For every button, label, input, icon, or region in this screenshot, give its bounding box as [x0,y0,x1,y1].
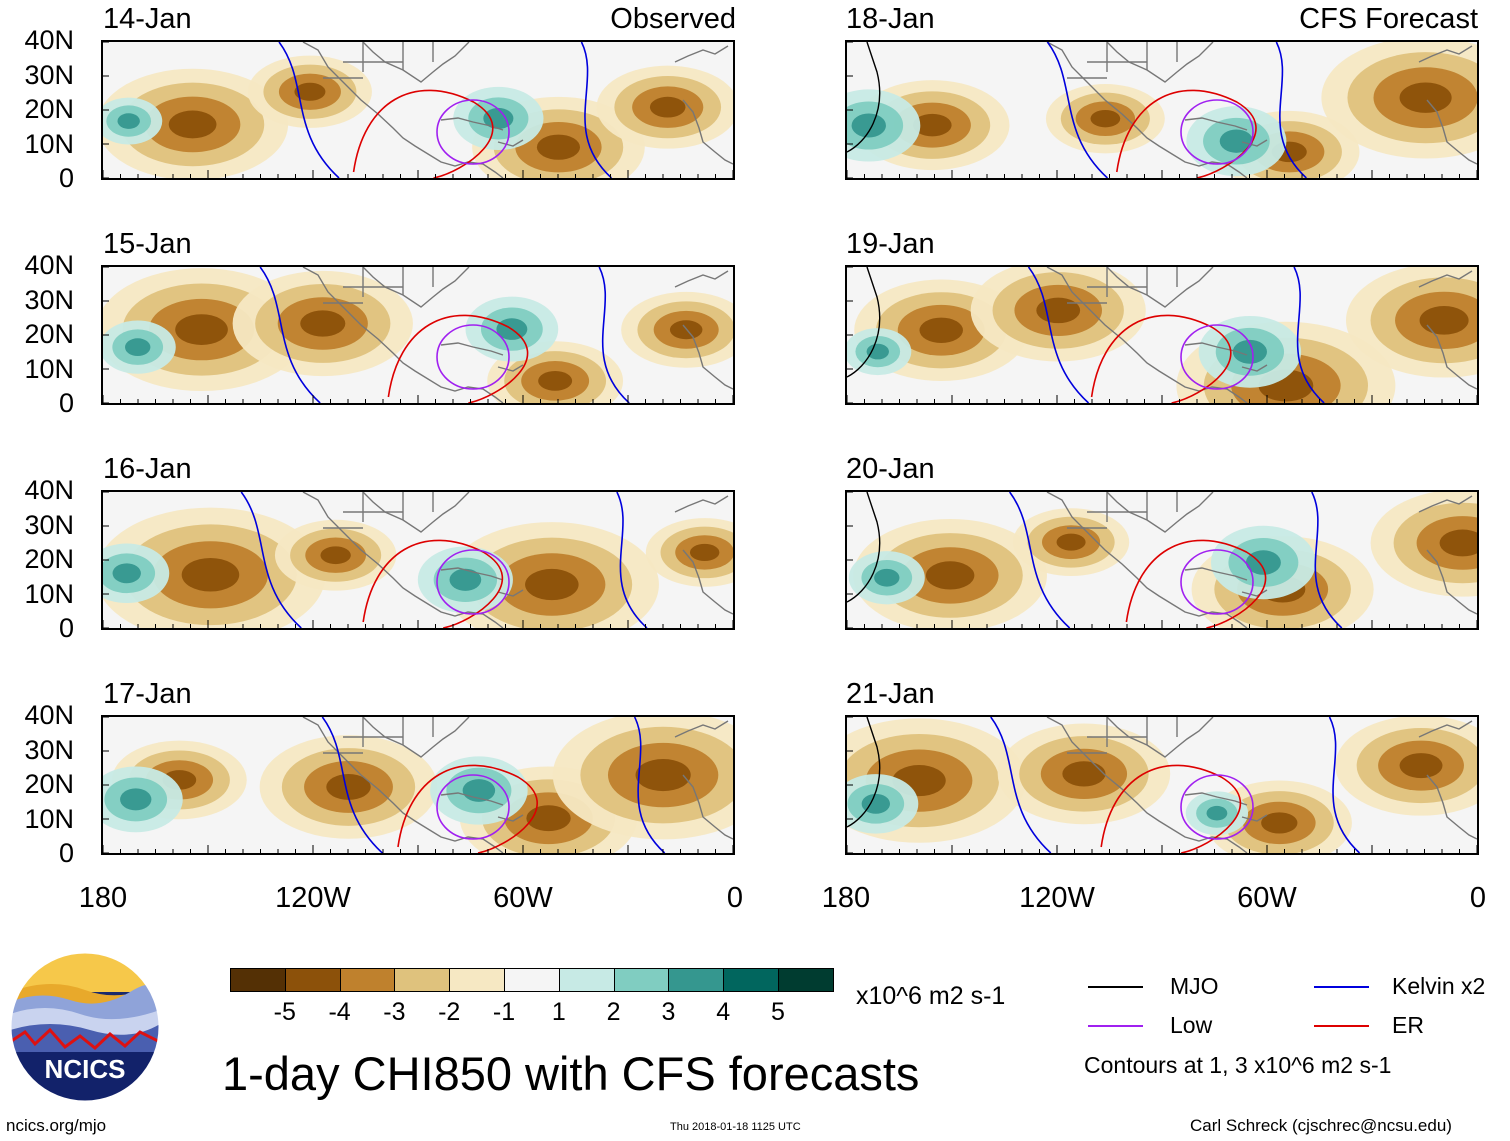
x-label-180-left: 180 [78,882,128,914]
legend-label-low: Low [1170,1012,1213,1038]
y-label: 20N [24,94,74,124]
colorbar-tick-label: 2 [606,998,621,1026]
ncics-logo: NCICS [10,952,160,1102]
y-label: 10N [24,803,74,834]
y-label: 0 [58,163,74,193]
colorbar-swatch [230,968,286,992]
y-label: 20N [24,544,74,574]
x-label-0-left: 0 [726,882,744,914]
panel-date-18jan: 18-Jan [846,3,935,35]
x-label-0-right: 0 [1469,882,1487,914]
colorbar-swatch [504,968,560,992]
legend-label-kelvin: Kelvin x2 [1392,973,1486,999]
colorbar-tick-label: 3 [661,998,676,1026]
y-label: 30N [24,509,74,540]
legend-line-mjo [1088,986,1143,988]
y-label: 30N [24,734,74,765]
colorbar-swatch [449,968,505,992]
y-label: 0 [58,388,74,418]
x-label-60w-right: 60W [1237,882,1297,914]
legend-line-kelvin [1314,986,1369,988]
y-label: 0 [58,613,74,643]
panel-date-14jan: 14-Jan [103,3,192,35]
colorbar-units: x10^6 m2 s-1 [856,982,1006,1010]
colorbar-tick-label: -1 [492,998,516,1026]
y-label: 10N [24,353,74,384]
y-label: 40N [24,700,74,730]
y-label: 40N [24,475,74,505]
colorbar-tick-label: -2 [438,998,461,1026]
y-label: 10N [24,578,74,609]
panel-date-20jan: 20-Jan [846,453,935,485]
legend-line-low [1088,1025,1143,1027]
map-panel-17jan [101,715,735,855]
legend-line-er [1314,1025,1369,1027]
x-label-120w-right: 120W [1019,882,1095,914]
footer-website[interactable]: ncics.org/mjo [6,1116,107,1135]
y-label: 0 [58,838,74,868]
colorbar-tick-label: 5 [771,998,785,1026]
observed-label: Observed [610,3,736,35]
y-label: 40N [24,250,74,280]
map-panel-19jan [845,265,1479,405]
logo-text: NCICS [45,1054,126,1084]
colorbar-swatch [394,968,451,992]
map-panel-20jan [845,490,1479,630]
panel-date-17jan: 17-Jan [103,678,192,710]
panel-date-15jan: 15-Jan [103,228,192,260]
panel-date-19jan: 19-Jan [846,228,935,260]
forecast-label: CFS Forecast [1299,3,1478,35]
colorbar-tick-label: -4 [328,998,351,1026]
colorbar-swatch [613,968,670,992]
colorbar-swatch [339,968,396,992]
y-label: 30N [24,284,74,315]
y-label: 40N [24,25,74,55]
colorbar-tick-label: 4 [716,998,731,1026]
colorbar-tick-label: -3 [383,998,406,1026]
y-label: 20N [24,769,74,799]
legend-label-mjo: MJO [1170,973,1219,999]
map-panel-14jan [101,40,735,180]
figure-title: 1-day CHI850 with CFS forecasts [222,1047,920,1100]
map-panel-18jan [845,40,1479,180]
colorbar-tick-label: -5 [273,998,296,1026]
x-label-180-right: 180 [821,882,871,914]
panel-date-21jan: 21-Jan [846,678,935,710]
x-label-120w-left: 120W [275,882,351,914]
contour-note: Contours at 1, 3 x10^6 m2 s-1 [1084,1052,1392,1078]
colorbar-swatch [723,968,779,992]
colorbar-swatch [778,968,834,992]
x-label-60w-left: 60W [493,882,553,914]
footer-author: Carl Schreck (cjschrec@ncsu.edu) [1190,1116,1452,1135]
panel-date-16jan: 16-Jan [103,453,192,485]
colorbar-swatch [284,968,341,992]
map-panel-21jan [845,715,1479,855]
y-label: 30N [24,59,74,90]
map-panel-15jan [101,265,735,405]
legend-label-er: ER [1392,1012,1424,1038]
footer-timestamp: Thu 2018-01-18 1125 UTC [670,1121,801,1133]
map-panel-16jan [101,490,735,630]
y-label: 10N [24,128,74,159]
colorbar-swatch [558,968,615,992]
colorbar-swatch [668,968,725,992]
colorbar-tick-label: 1 [551,998,566,1026]
y-label: 20N [24,319,74,349]
